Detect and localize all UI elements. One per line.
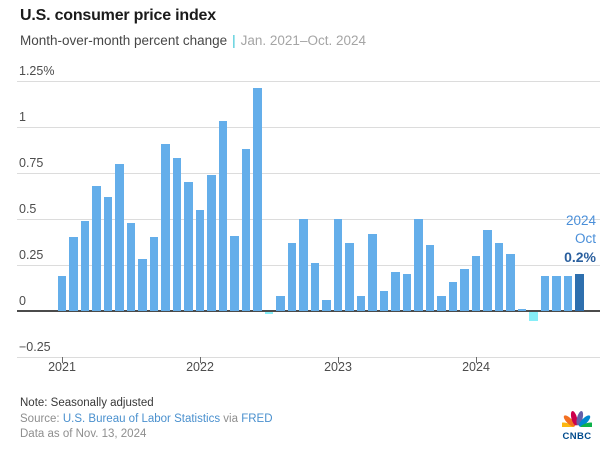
chart-subtitle: Month-over-month percent change | Jan. 202… [20, 33, 366, 48]
chart-bar[interactable] [126, 222, 136, 311]
source-connector: via [223, 413, 238, 425]
y-axis-label: 1.25% [19, 64, 55, 78]
x-axis-tick [338, 357, 339, 363]
x-axis-tick [476, 357, 477, 363]
chart-bar[interactable] [264, 312, 274, 314]
y-axis-label: 0 [19, 294, 26, 308]
page-title: U.S. consumer price index [20, 7, 216, 24]
gridline [17, 173, 600, 174]
y-axis-label: 0.25 [19, 248, 44, 262]
source-link-bls[interactable]: U.S. Bureau of Labor Statistics [62, 413, 221, 425]
chart-bar[interactable] [80, 220, 90, 311]
subtitle-date-range: Jan. 2021–Oct. 2024 [240, 33, 366, 48]
gridline [17, 81, 600, 82]
chart-bar[interactable] [379, 290, 389, 311]
x-axis-label: 2022 [186, 360, 214, 374]
chart-bar[interactable] [448, 281, 458, 311]
chart-bar[interactable] [494, 242, 504, 311]
chart-bar[interactable] [437, 296, 446, 311]
chart-bar[interactable] [483, 230, 492, 311]
chart-bar[interactable] [287, 242, 297, 311]
chart-bar[interactable] [460, 268, 469, 311]
subtitle-separator: | [232, 33, 236, 48]
chart-bar[interactable] [425, 244, 435, 311]
chart-bar[interactable] [356, 296, 366, 311]
chart-bar[interactable] [414, 219, 423, 311]
latest-month: Oct [574, 231, 596, 246]
chart-bar[interactable] [253, 88, 262, 311]
subtitle-measure: Month-over-month percent change [20, 33, 228, 48]
x-axis-tick [200, 357, 201, 363]
chart-bar[interactable] [575, 274, 584, 311]
chart-bar[interactable] [276, 296, 285, 311]
chart-bar[interactable] [207, 174, 216, 311]
chart-bar[interactable] [241, 149, 251, 311]
chart-bar[interactable] [138, 259, 147, 311]
y-axis-label: 1 [19, 110, 26, 124]
cnbc-logo: CNBC [556, 408, 598, 442]
chart-bar[interactable] [161, 143, 170, 311]
gridline [17, 357, 600, 358]
chart-bar[interactable] [299, 219, 308, 311]
chart-bar[interactable] [69, 237, 78, 311]
footer-note: Note: Seasonally adjusted [20, 397, 154, 409]
gridline [17, 127, 600, 128]
x-axis-label: 2024 [462, 360, 490, 374]
y-axis-label: 0.5 [19, 202, 37, 216]
latest-year: 2024 [565, 213, 596, 228]
chart-bar[interactable] [57, 276, 67, 311]
chart-bar[interactable] [333, 219, 343, 311]
x-axis-label: 2023 [324, 360, 352, 374]
chart-bar[interactable] [92, 185, 101, 311]
chart-bar[interactable] [552, 276, 561, 311]
chart-bar[interactable] [149, 237, 159, 311]
chart-bar[interactable] [345, 242, 354, 311]
chart-bar[interactable] [103, 196, 113, 311]
chart-bar[interactable] [115, 163, 124, 311]
y-axis-label: 0.75 [19, 156, 44, 170]
chart-bar[interactable] [218, 121, 228, 311]
gridline [17, 265, 600, 266]
x-axis-label: 2021 [48, 360, 76, 374]
chart-bar[interactable] [368, 233, 377, 311]
gridline [17, 219, 600, 220]
chart-bar[interactable] [391, 272, 400, 311]
chart-bar[interactable] [172, 158, 182, 311]
chart-bar[interactable] [563, 276, 573, 311]
chart-bar[interactable] [529, 312, 538, 322]
chart-bar[interactable] [506, 253, 515, 311]
chart-bar[interactable] [540, 276, 550, 311]
latest-value: 0.2% [564, 249, 596, 265]
chart-bar[interactable] [310, 263, 320, 311]
y-axis-label: −0.25 [19, 340, 51, 354]
chart-bar[interactable] [402, 274, 412, 311]
cnbc-wordmark: CNBC [562, 431, 592, 442]
zero-line [17, 310, 600, 312]
chart-bar[interactable] [184, 182, 193, 311]
chart-bar[interactable] [322, 299, 331, 311]
latest-value-annotation: 2024 Oct 0.2% [564, 212, 596, 266]
footer-source: Source: U.S. Bureau of Labor Statistics … [20, 413, 273, 425]
chart-bar[interactable] [471, 255, 481, 311]
x-axis-tick [62, 357, 63, 363]
chart-bar[interactable] [230, 235, 239, 311]
source-link-fred[interactable]: FRED [241, 413, 273, 425]
chart-bar[interactable] [195, 209, 205, 311]
chart-bar[interactable] [517, 309, 527, 311]
peacock-icon [559, 411, 595, 430]
source-prefix: Source: [20, 413, 60, 425]
footer-data-as-of: Data as of Nov. 13, 2024 [20, 428, 147, 440]
